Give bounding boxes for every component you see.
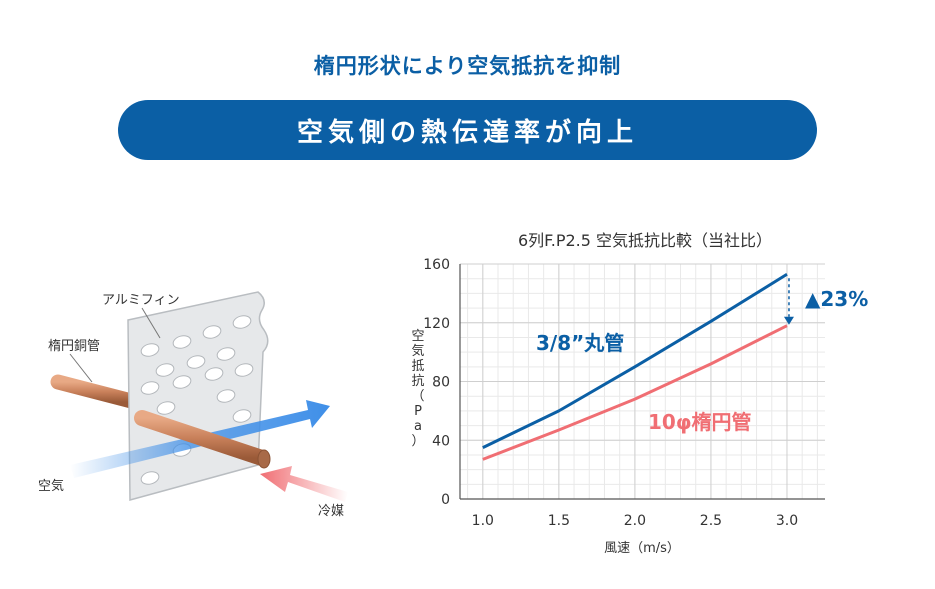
fin-leader-line <box>141 307 161 339</box>
grid-lines <box>460 263 825 500</box>
series-line-elliptic-tube <box>482 324 788 461</box>
headline-banner: 空気側の熱伝達率が向上 <box>118 100 817 160</box>
x-tick-label: 3.0 <box>776 513 798 529</box>
y-tick-label: 80 <box>432 375 450 391</box>
air-resistance-chart: 6列F.P2.5 空気抵抗比較（当社比） 0 40 80 120 160 1.0 1.5 2.… <box>411 231 868 556</box>
copper-tube-back <box>50 374 143 410</box>
series-line-round-tube <box>482 273 788 449</box>
series-label-round-tube: 3/8”丸管 <box>536 331 624 355</box>
y-tick-label: 160 <box>423 257 450 273</box>
x-tick-label: 2.0 <box>624 513 646 529</box>
chart-title: 6列F.P2.5 空気抵抗比較（当社比） <box>518 231 772 250</box>
reduction-annotation: ▲23% <box>805 287 868 311</box>
refrigerant-flow-arrow <box>260 466 348 502</box>
refrigerant-label: 冷媒 <box>318 504 344 519</box>
x-tick-label: 1.0 <box>472 513 494 529</box>
annotation-arrowhead <box>783 316 794 325</box>
air-label: 空気 <box>38 478 64 494</box>
tube-leader-line <box>69 353 93 383</box>
x-tick-label: 1.5 <box>548 513 570 529</box>
difference-annotation <box>783 278 794 325</box>
y-tick-label: 120 <box>423 316 450 332</box>
y-tick-label: 40 <box>432 433 450 449</box>
y-tick-label: 0 <box>441 492 450 508</box>
x-axis-label: 風速（m/s） <box>604 541 680 556</box>
series-lines <box>482 273 788 461</box>
page-subtitle: 楕円形状により空気抵抗を抑制 <box>313 54 622 78</box>
tube-label: 楕円銅管 <box>48 339 100 354</box>
copper-tube-front <box>134 410 271 469</box>
heat-exchanger-illustration: アルミフィン 楕円銅管 空気 冷媒 <box>38 291 348 519</box>
axes <box>459 264 825 500</box>
x-tick-label: 2.5 <box>700 513 722 529</box>
fin-label: アルミフィン <box>102 293 180 308</box>
tick-labels: 0 40 80 120 160 1.0 1.5 2.0 2.5 3.0 <box>423 257 798 529</box>
series-label-elliptic-tube: 10φ楕円管 <box>648 410 751 434</box>
